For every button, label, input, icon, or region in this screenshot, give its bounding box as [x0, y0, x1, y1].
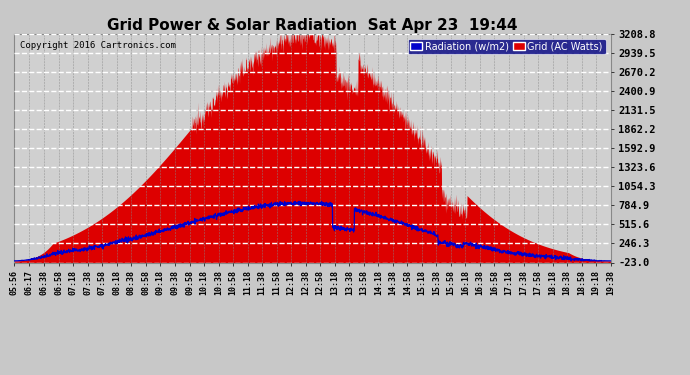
Title: Grid Power & Solar Radiation  Sat Apr 23  19:44: Grid Power & Solar Radiation Sat Apr 23 … [107, 18, 518, 33]
Text: Copyright 2016 Cartronics.com: Copyright 2016 Cartronics.com [20, 40, 176, 50]
Legend: Radiation (w/m2), Grid (AC Watts): Radiation (w/m2), Grid (AC Watts) [408, 39, 606, 54]
